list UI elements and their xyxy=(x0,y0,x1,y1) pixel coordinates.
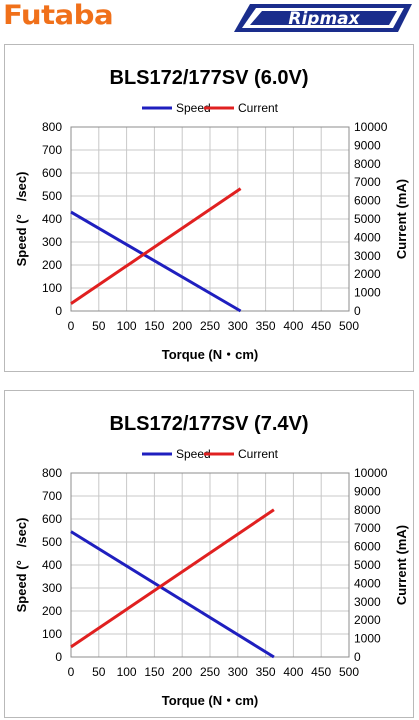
y-tick-label: 800 xyxy=(42,120,62,134)
x-tick-label: 50 xyxy=(92,665,106,679)
y-tick-label: 100 xyxy=(42,281,62,295)
y2-tick-label: 9000 xyxy=(354,138,381,152)
x-tick-label: 150 xyxy=(144,319,164,333)
y2-tick-label: 10000 xyxy=(354,466,388,480)
x-tick-label: 250 xyxy=(200,319,220,333)
series-line-speed xyxy=(70,530,275,659)
y-tick-label: 100 xyxy=(42,627,62,641)
legend-label-speed: Speed xyxy=(176,447,211,461)
x-tick-label: 250 xyxy=(200,665,220,679)
y2-tick-label: 9000 xyxy=(354,484,381,498)
x-tick-label: 450 xyxy=(311,665,331,679)
y2-tick-label: 0 xyxy=(354,304,361,318)
y-axis-label: Speed (° /sec) xyxy=(14,172,29,267)
y-tick-label: 0 xyxy=(55,304,62,318)
y-tick-label: 400 xyxy=(42,558,62,572)
x-tick-label: 0 xyxy=(68,665,75,679)
chart-title: BLS172/177SV (6.0V) xyxy=(110,67,309,89)
x-tick-label: 350 xyxy=(256,665,276,679)
ripmax-logo-text: Ripmax xyxy=(288,9,360,29)
chart-panel-6v: BLS172/177SV (6.0V) Speed Current 0 50 100 150… xyxy=(4,44,414,372)
y2-tick-label: 1000 xyxy=(354,632,381,646)
y-tick-label: 300 xyxy=(42,235,62,249)
y-tick-label: 200 xyxy=(42,258,62,272)
y2-tick-label: 3000 xyxy=(354,249,381,263)
series-line-current xyxy=(70,508,275,649)
y-tick-label: 600 xyxy=(42,512,62,526)
y-tick-label: 600 xyxy=(42,166,62,180)
y2-tick-label: 5000 xyxy=(354,558,381,572)
y-tick-label: 400 xyxy=(42,212,62,226)
y2-tick-label: 0 xyxy=(354,650,361,664)
y-tick-label: 500 xyxy=(42,535,62,549)
y2-tick-label: 5000 xyxy=(354,212,381,226)
legend-label-current: Current xyxy=(238,101,279,115)
series-line-current xyxy=(70,187,242,305)
chart-panel-7v4: BLS172/177SV (7.4V) Speed Current 0 50 100 150… xyxy=(4,390,414,718)
y2-axis-label: Current (mA) xyxy=(394,179,409,259)
x-axis-label: Torque (N・cm) xyxy=(162,693,259,708)
x-tick-label: 300 xyxy=(228,319,248,333)
x-tick-label: 400 xyxy=(283,319,303,333)
legend-label-current: Current xyxy=(238,447,279,461)
series-line-speed xyxy=(70,210,242,313)
y-tick-label: 200 xyxy=(42,604,62,618)
y2-tick-label: 3000 xyxy=(354,595,381,609)
x-tick-label: 0 xyxy=(68,319,75,333)
x-tick-label: 50 xyxy=(92,319,106,333)
x-tick-label: 500 xyxy=(339,665,359,679)
y2-tick-label: 10000 xyxy=(354,120,388,134)
x-tick-label: 100 xyxy=(117,665,137,679)
y-tick-label: 700 xyxy=(42,489,62,503)
y2-axis-label: Current (mA) xyxy=(394,525,409,605)
y-axis-label: Speed (° /sec) xyxy=(14,518,29,613)
x-tick-label: 400 xyxy=(283,665,303,679)
y2-tick-label: 2000 xyxy=(354,267,381,281)
x-tick-label: 300 xyxy=(228,665,248,679)
y2-tick-label: 1000 xyxy=(354,286,381,300)
chart-title: BLS172/177SV (7.4V) xyxy=(110,413,309,435)
y2-tick-label: 2000 xyxy=(354,613,381,627)
x-tick-label: 150 xyxy=(144,665,164,679)
y2-tick-label: 8000 xyxy=(354,157,381,171)
chart-svg-6v: BLS172/177SV (6.0V) Speed Current 0 50 100 150… xyxy=(14,67,409,362)
plot-area xyxy=(70,472,350,658)
futaba-logo: Futaba xyxy=(3,0,114,31)
y2-tick-label: 7000 xyxy=(354,175,381,189)
header: Futaba Ripmax xyxy=(0,0,419,38)
chart-svg-7v4: BLS172/177SV (7.4V) Speed Current 0 50 100 150… xyxy=(14,413,409,708)
y2-tick-label: 7000 xyxy=(354,521,381,535)
y-tick-label: 500 xyxy=(42,189,62,203)
y2-tick-label: 4000 xyxy=(354,230,381,244)
y2-tick-label: 6000 xyxy=(354,194,381,208)
y-tick-label: 300 xyxy=(42,581,62,595)
x-tick-label: 200 xyxy=(172,319,192,333)
x-tick-label: 500 xyxy=(339,319,359,333)
plot-area xyxy=(70,126,350,312)
x-tick-label: 200 xyxy=(172,665,192,679)
x-axis-label: Torque (N・cm) xyxy=(162,347,259,362)
x-tick-label: 450 xyxy=(311,319,331,333)
legend-label-speed: Speed xyxy=(176,101,211,115)
x-tick-label: 350 xyxy=(256,319,276,333)
y2-tick-label: 8000 xyxy=(354,503,381,517)
y-tick-label: 800 xyxy=(42,466,62,480)
y2-tick-label: 4000 xyxy=(354,576,381,590)
ripmax-logo: Ripmax xyxy=(234,4,412,32)
y2-tick-label: 6000 xyxy=(354,540,381,554)
y-tick-label: 700 xyxy=(42,143,62,157)
y-tick-label: 0 xyxy=(55,650,62,664)
x-tick-label: 100 xyxy=(117,319,137,333)
